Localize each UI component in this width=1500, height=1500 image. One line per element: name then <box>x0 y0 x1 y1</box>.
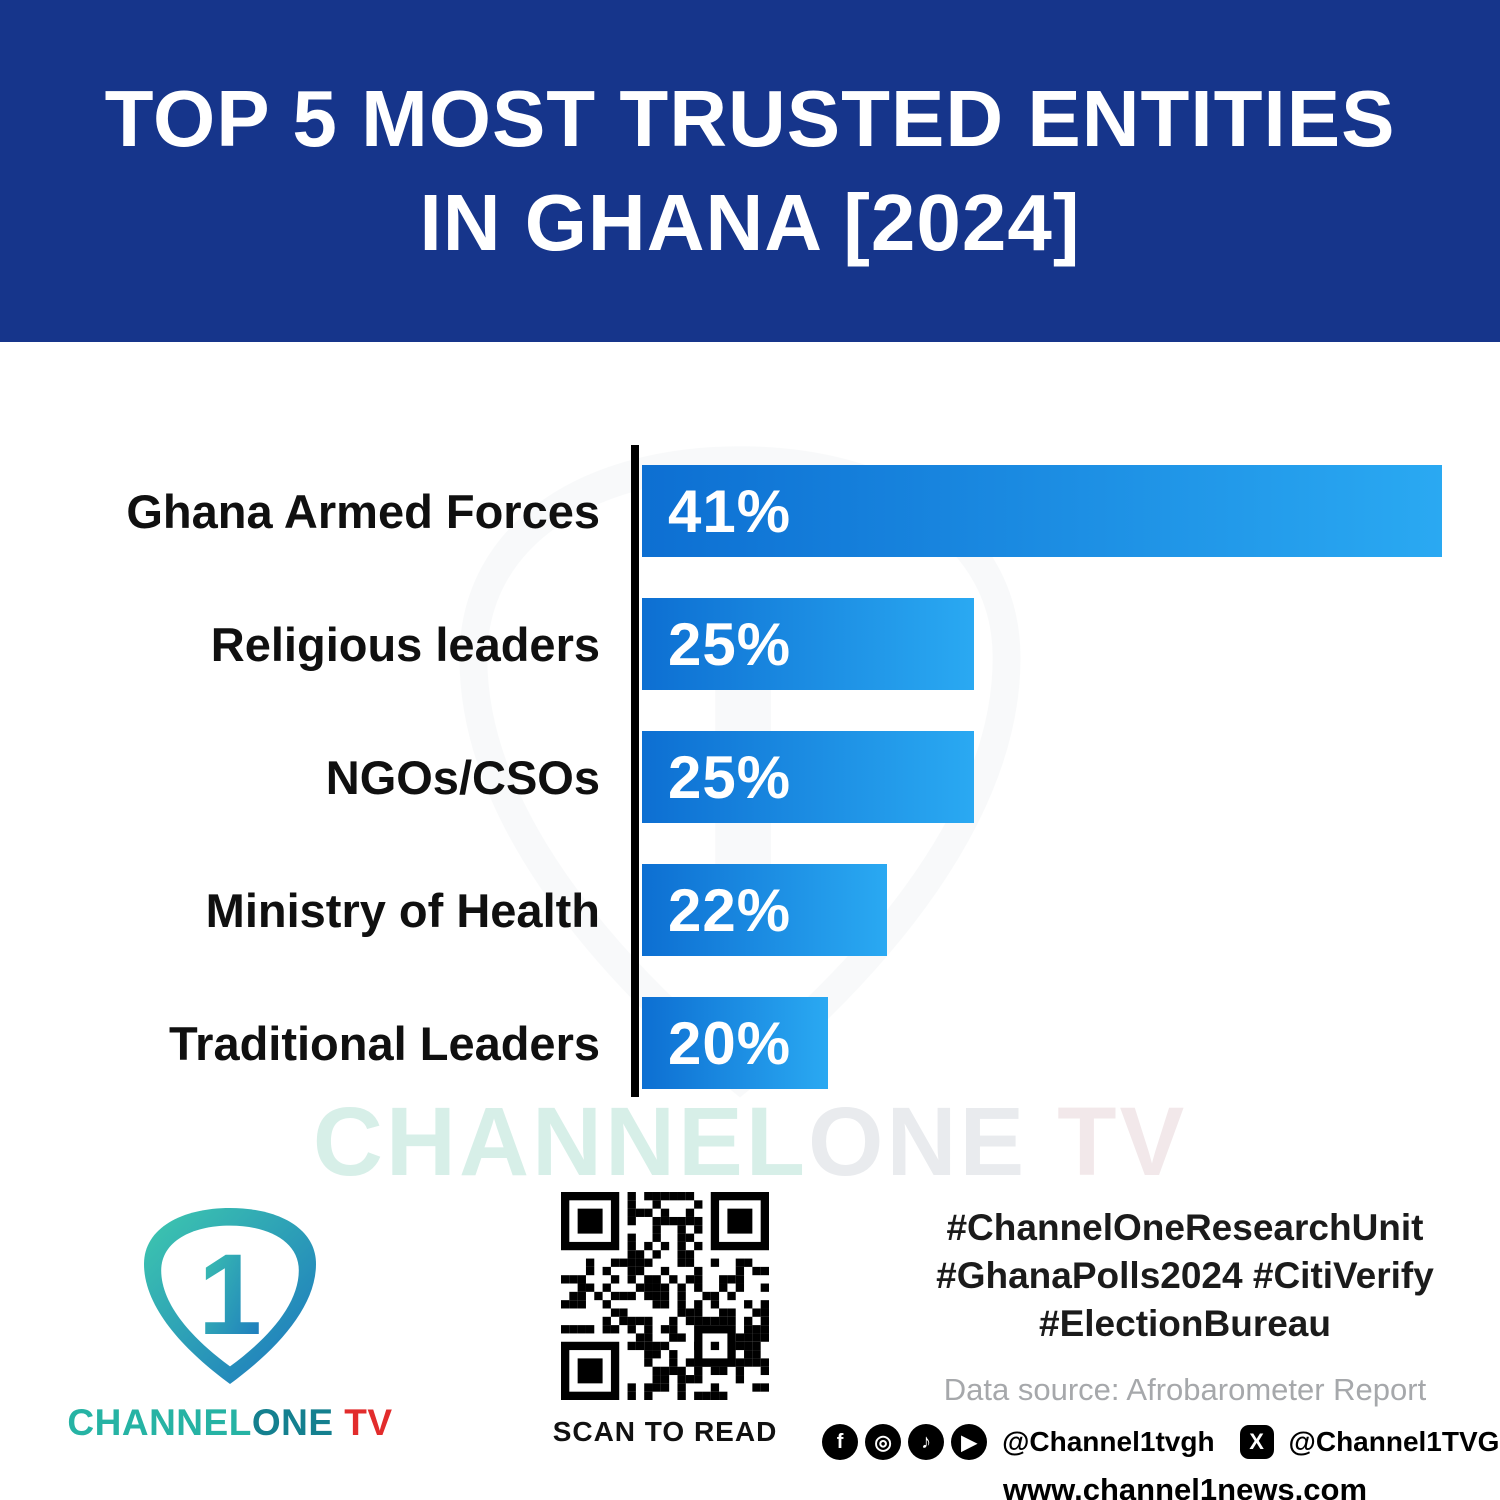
logo-word-tv: TV <box>333 1402 393 1443</box>
qr-block: SCAN TO READ <box>460 1192 870 1500</box>
watermark-channel: CHANNEL <box>312 1087 809 1196</box>
title-line-2: IN GHANA [2024] <box>419 178 1081 267</box>
value-label: 41% <box>668 477 792 545</box>
chart-row: Ghana Armed Forces 41% <box>0 465 1500 557</box>
logo-wordmark: CHANNELONE TV <box>67 1402 392 1444</box>
facebook-icon[interactable]: f <box>822 1424 859 1461</box>
channel-one-logo: 1 CHANNELONE TV <box>0 1192 460 1500</box>
bar: 25% <box>642 731 974 823</box>
title-line-1: TOP 5 MOST TRUSTED ENTITIES <box>104 74 1396 163</box>
chart-row: Traditional Leaders 20% <box>0 997 1500 1089</box>
youtube-icon[interactable]: ▶ <box>951 1424 988 1461</box>
footer: 1 CHANNELONE TV SCAN TO READ #ChannelOne… <box>0 1192 1500 1500</box>
watermark-one: ONE <box>808 1087 1028 1196</box>
title-banner: TOP 5 MOST TRUSTED ENTITIES IN GHANA [20… <box>0 0 1500 342</box>
chart-row: Ministry of Health 22% <box>0 864 1500 956</box>
category-label: Ghana Armed Forces <box>126 484 600 538</box>
bar: 25% <box>642 598 974 690</box>
hashtags: #ChannelOneResearchUnit #GhanaPolls2024 … <box>936 1204 1434 1348</box>
category-label: NGOs/CSOs <box>325 750 600 804</box>
logo-word-one: ONE <box>251 1402 334 1443</box>
logo-numeral: 1 <box>198 1231 262 1359</box>
hashtags-line-2: #GhanaPolls2024 #CitiVerify <box>936 1255 1434 1297</box>
value-label: 25% <box>668 610 792 678</box>
hashtags-line-1: #ChannelOneResearchUnit <box>946 1207 1424 1248</box>
watermark-tv: TV <box>1027 1087 1188 1196</box>
data-source: Data source: Afrobarometer Report <box>943 1372 1427 1408</box>
bar: 41% <box>642 465 1442 557</box>
chart-axis-line <box>631 445 639 1097</box>
category-label: Ministry of Health <box>205 883 600 937</box>
meta-block: #ChannelOneResearchUnit #GhanaPolls2024 … <box>822 1192 1500 1500</box>
category-label: Traditional Leaders <box>169 1016 600 1070</box>
qr-caption: SCAN TO READ <box>552 1416 778 1447</box>
chart-row: Religious leaders 25% <box>0 598 1500 690</box>
website-link[interactable]: www.channel1news.com <box>1002 1472 1368 1500</box>
bar: 22% <box>642 864 887 956</box>
hashtags-line-3: #ElectionBureau <box>1039 1303 1331 1345</box>
tiktok-icon[interactable]: ♪ <box>908 1424 945 1461</box>
page-title: TOP 5 MOST TRUSTED ENTITIES IN GHANA [20… <box>105 67 1396 275</box>
channel-one-logo-icon: 1 <box>144 1208 316 1384</box>
bar-chart: Ghana Armed Forces 41% Religious leaders… <box>0 465 1500 1130</box>
value-label: 22% <box>668 876 792 944</box>
brand-watermark: CHANNELONE TV <box>0 1086 1500 1198</box>
instagram-icon[interactable]: ◎ <box>865 1424 902 1461</box>
x-twitter-icon[interactable]: X <box>1239 1425 1274 1460</box>
chart-row: NGOs/CSOs 25% <box>0 731 1500 823</box>
social-handle-x[interactable]: @Channel1TVGHA <box>1288 1426 1500 1458</box>
value-label: 20% <box>668 1009 792 1077</box>
value-label: 25% <box>668 743 792 811</box>
qr-code <box>561 1192 769 1400</box>
category-label: Religious leaders <box>210 617 600 671</box>
bar: 20% <box>642 997 828 1089</box>
social-row: f ◎ ♪ ▶ @Channel1tvgh X @Channel1TVGHA <box>822 1424 1500 1461</box>
logo-word-channel: CHANNEL <box>67 1402 252 1443</box>
social-handle-primary[interactable]: @Channel1tvgh <box>1002 1426 1215 1458</box>
